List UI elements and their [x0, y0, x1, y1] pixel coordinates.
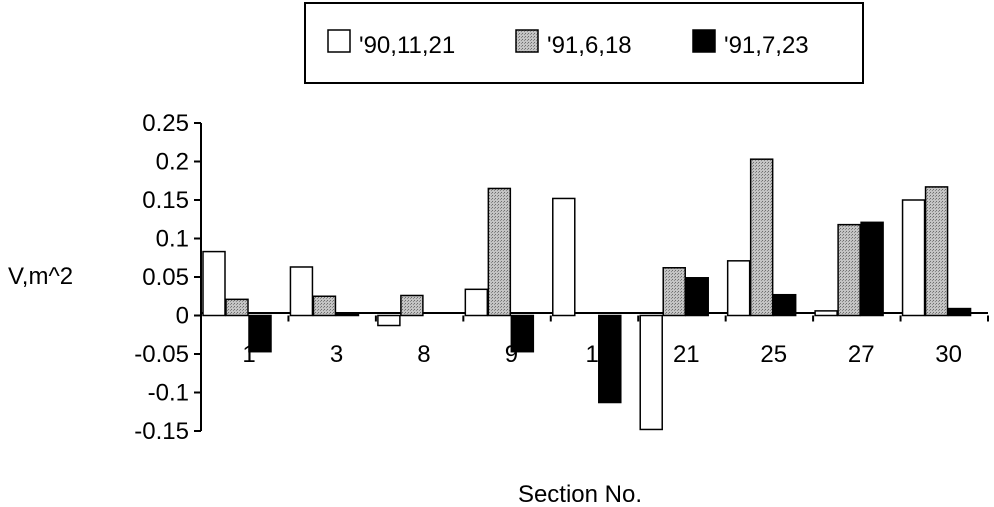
- y-tick-label: 0.1: [156, 226, 189, 253]
- bar-0-14: [552, 197, 576, 317]
- legend-box: [304, 2, 864, 84]
- bar-0-25: [726, 260, 751, 317]
- legend-swatch: [692, 29, 716, 53]
- legend-label: '91,6,18: [547, 32, 632, 59]
- bar-1-25: [749, 158, 774, 317]
- category-label: 21: [673, 341, 700, 368]
- bar-1-9: [487, 187, 512, 317]
- y-tick-label: 0.05: [142, 264, 189, 291]
- bar-2-3: [335, 313, 360, 317]
- legend-label: '90,11,21: [359, 32, 455, 59]
- category-label: 14: [586, 341, 613, 368]
- bar-0-27: [814, 310, 838, 317]
- category-label: 3: [330, 341, 343, 368]
- bar-1-8: [400, 294, 424, 317]
- bar-2-30: [947, 307, 972, 317]
- bar-2-14: [598, 314, 622, 404]
- category-label: 30: [935, 341, 962, 368]
- bar-2-1: [248, 314, 272, 353]
- bar-1-3: [312, 295, 337, 317]
- y-tick-label: 0.2: [156, 149, 189, 176]
- legend-swatch: [515, 29, 539, 53]
- bar-0-8: [377, 314, 401, 327]
- y-tick-label: 0.15: [142, 187, 189, 214]
- bar-2-21: [685, 277, 709, 317]
- category-label: 8: [417, 341, 430, 368]
- category-label: 1: [242, 341, 255, 368]
- bar-0-1: [202, 250, 226, 317]
- legend-items: '90,11,21 '91,6,18 '91,7,23: [327, 29, 809, 59]
- category-label: 27: [848, 341, 875, 368]
- category-label: 25: [760, 341, 787, 368]
- bar-2-25: [772, 293, 797, 317]
- legend-swatch: [327, 29, 351, 53]
- y-ticks: 0.25 0.2 0.15 0.1 0.05 0 -0.05 -0.1 -0.15: [134, 110, 201, 445]
- legend: '90,11,21 '91,6,18 '91,7,23: [304, 2, 864, 84]
- bar-0-9: [464, 288, 489, 317]
- bar-1-21: [662, 267, 686, 317]
- bar-2-9: [510, 314, 535, 353]
- bar-1-30: [924, 186, 949, 317]
- x-ticks: [287, 315, 989, 322]
- y-tick-label: 0: [176, 303, 189, 330]
- y-tick-label: -0.05: [134, 341, 189, 368]
- bars: [202, 158, 972, 431]
- y-tick-label: -0.1: [148, 380, 189, 407]
- x-axis-title: Section No.: [518, 481, 642, 507]
- y-tick-label: 0.25: [142, 110, 189, 137]
- bar-0-21: [639, 314, 663, 431]
- category-label: 9: [505, 341, 518, 368]
- bar-2-27: [860, 221, 884, 317]
- legend-label: '91,7,23: [724, 32, 809, 59]
- bar-0-3: [289, 266, 314, 317]
- category-labels: 1 3 8 9 14 21 25 27 30: [242, 341, 962, 368]
- y-tick-label: -0.15: [134, 418, 189, 445]
- bar-0-30: [901, 199, 926, 317]
- bar-1-27: [837, 223, 861, 317]
- bar-1-1: [225, 298, 249, 317]
- y-axis-title: V,m^2: [8, 263, 73, 290]
